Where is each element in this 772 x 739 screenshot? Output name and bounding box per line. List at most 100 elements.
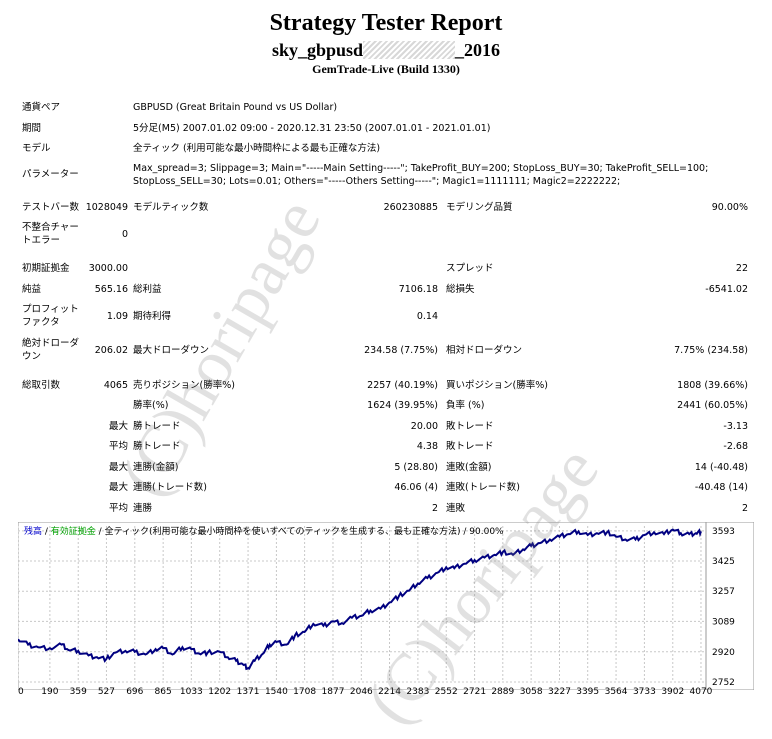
short-positions-value: 2257 (40.19%) bbox=[367, 380, 438, 391]
avg-cons-prefix: 平均 bbox=[108, 503, 128, 514]
largest-prefix: 最大 bbox=[108, 421, 128, 432]
gross-loss-label: 総損失 bbox=[446, 284, 475, 295]
gross-profit-label: 総利益 bbox=[133, 284, 162, 295]
legend-sep-2: / bbox=[96, 527, 105, 537]
y-tick-label: 2920 bbox=[712, 648, 735, 658]
deposit-label: 初期証拠金 bbox=[22, 263, 70, 274]
x-tick-label: 3058 bbox=[520, 687, 543, 697]
deposit-value: 3000.00 bbox=[88, 263, 128, 274]
model-value: 全ティック (利用可能な最小時間枠による最も正確な方法) bbox=[133, 143, 381, 154]
profit-factor-label-1: プロフィット bbox=[22, 304, 79, 315]
avg-loss-label: 敗トレード bbox=[446, 441, 494, 452]
quality-label: モデリング品質 bbox=[446, 202, 513, 213]
mismatch-label-2: トエラー bbox=[22, 235, 61, 246]
spread-label: スプレッド bbox=[446, 263, 494, 274]
loss-rate-value: 2441 (60.05%) bbox=[677, 400, 748, 411]
y-tick-label: 3089 bbox=[712, 617, 735, 627]
x-tick-label: 2552 bbox=[435, 687, 458, 697]
x-tick-label: 2214 bbox=[378, 687, 401, 697]
expected-payoff-label: 期待利得 bbox=[133, 311, 172, 322]
cons-losses-label: 連敗(金額) bbox=[446, 462, 492, 473]
gross-profit-value: 7106.18 bbox=[398, 284, 438, 295]
spread-value: 22 bbox=[735, 263, 748, 274]
cons-loss-value: -40.48 (14) bbox=[694, 482, 748, 493]
mismatch-value: 0 bbox=[121, 229, 128, 240]
long-positions-value: 1808 (39.66%) bbox=[677, 380, 748, 391]
abs-drawdown-label-1: 絶対ドローダ bbox=[22, 338, 80, 349]
balance-chart: 2752 2920 3089 3257 3425 3593 残高 / 有効証拠金 / 全テ… bbox=[18, 522, 754, 690]
loss-rate-label: 負率 (%) bbox=[446, 400, 485, 411]
chart-x-axis: 0 190 359 527 696 865 1033 1202 1371 1540 1708 1877… bbox=[18, 687, 713, 697]
max-drawdown-value: 234.58 (7.75%) bbox=[364, 345, 438, 356]
x-tick-label: 3395 bbox=[576, 687, 599, 697]
max-drawdown-label: 最大ドローダウン bbox=[133, 345, 210, 356]
y-tick-label: 3593 bbox=[712, 527, 735, 537]
avg-cons-losses-label: 連敗 bbox=[446, 503, 466, 514]
period-label: 期間 bbox=[22, 123, 42, 134]
x-tick-label: 1708 bbox=[293, 687, 316, 697]
x-tick-label: 359 bbox=[70, 687, 87, 697]
x-tick-label: 1371 bbox=[237, 687, 260, 697]
x-tick-label: 527 bbox=[98, 687, 115, 697]
largest-loss-label: 敗トレード bbox=[446, 421, 494, 432]
chart-series bbox=[18, 528, 702, 671]
abs-drawdown-value: 206.02 bbox=[94, 345, 128, 356]
expected-payoff-value: 0.14 bbox=[416, 311, 438, 322]
x-tick-label: 4070 bbox=[690, 687, 713, 697]
avg-win-value: 4.38 bbox=[416, 441, 438, 452]
period-value: 5分足(M5) 2007.01.02 09:00 - 2020.12.31 23… bbox=[133, 123, 491, 134]
profit-factor-label-2: ファクタ bbox=[22, 317, 60, 328]
avg-win-label: 勝トレード bbox=[133, 441, 181, 452]
win-rate-label: 勝率(%) bbox=[133, 400, 169, 411]
x-tick-label: 1202 bbox=[208, 687, 231, 697]
x-tick-label: 1877 bbox=[322, 687, 345, 697]
x-tick-label: 3733 bbox=[633, 687, 656, 697]
x-tick-label: 696 bbox=[126, 687, 143, 697]
avg-cons-wins-label: 連勝 bbox=[133, 503, 153, 514]
gross-loss-value: -6541.02 bbox=[705, 284, 748, 295]
max-cons-prefix: 最大 bbox=[108, 462, 128, 473]
report-subtitle: sky_gbpusd _2016 bbox=[0, 40, 772, 61]
x-tick-label: 0 bbox=[18, 687, 24, 697]
legend-quality: 90.00% bbox=[469, 527, 504, 537]
x-tick-label: 2889 bbox=[491, 687, 514, 697]
x-tick-label: 1033 bbox=[180, 687, 203, 697]
bars-value: 1028049 bbox=[85, 202, 128, 213]
mismatch-label-1: 不整合チャー bbox=[22, 222, 79, 233]
cons-loss-label: 連敗(トレード数) bbox=[446, 482, 520, 493]
legend-sep-3: / bbox=[461, 527, 470, 537]
params-line-1: Max_spread=3; Slippage=3; Main="-----Mai… bbox=[133, 163, 709, 174]
long-positions-label: 買いポジション(勝率%) bbox=[446, 380, 548, 391]
largest-win-label: 勝トレード bbox=[133, 421, 181, 432]
x-tick-label: 3902 bbox=[661, 687, 684, 697]
rel-drawdown-label: 相対ドローダウン bbox=[446, 345, 523, 356]
avg-loss-value: -2.68 bbox=[723, 441, 748, 452]
x-tick-label: 190 bbox=[41, 687, 58, 697]
x-tick-label: 2383 bbox=[406, 687, 429, 697]
subtitle-ea-name: sky_gbpusd bbox=[271, 40, 364, 60]
x-tick-label: 2046 bbox=[350, 687, 373, 697]
x-tick-label: 3564 bbox=[605, 687, 628, 697]
quality-value: 90.00% bbox=[711, 202, 748, 213]
avg-cons-wins-value: 2 bbox=[431, 503, 438, 514]
x-tick-label: 865 bbox=[155, 687, 172, 697]
rel-drawdown-value: 7.75% (234.58) bbox=[674, 345, 748, 356]
avg-cons-losses-value: 2 bbox=[741, 503, 748, 514]
cons-wins-label: 連勝(金額) bbox=[133, 462, 179, 473]
params-line-2: StopLoss_SELL=30; Lots=0.01; Others="---… bbox=[133, 176, 621, 187]
legend-sep-1: / bbox=[42, 527, 51, 537]
symbol-label: 通貨ペア bbox=[22, 102, 61, 113]
chart-grid: 2752 2920 3089 3257 3425 3593 bbox=[18, 522, 735, 690]
x-tick-label: 3227 bbox=[548, 687, 571, 697]
x-tick-label: 1540 bbox=[265, 687, 288, 697]
largest-loss-value: -3.13 bbox=[723, 421, 748, 432]
redacted-block bbox=[363, 41, 456, 59]
bars-label: テストバー数 bbox=[22, 202, 80, 213]
ticks-label: モデルティック数 bbox=[133, 202, 209, 213]
cons-losses-value: 14 (-40.48) bbox=[694, 462, 748, 473]
total-trades-value: 4065 bbox=[103, 380, 128, 391]
cons-wins-value: 5 (28.80) bbox=[394, 462, 438, 473]
y-tick-label: 3425 bbox=[712, 557, 735, 567]
balance-line bbox=[18, 528, 702, 671]
total-trades-label: 総取引数 bbox=[22, 380, 61, 391]
